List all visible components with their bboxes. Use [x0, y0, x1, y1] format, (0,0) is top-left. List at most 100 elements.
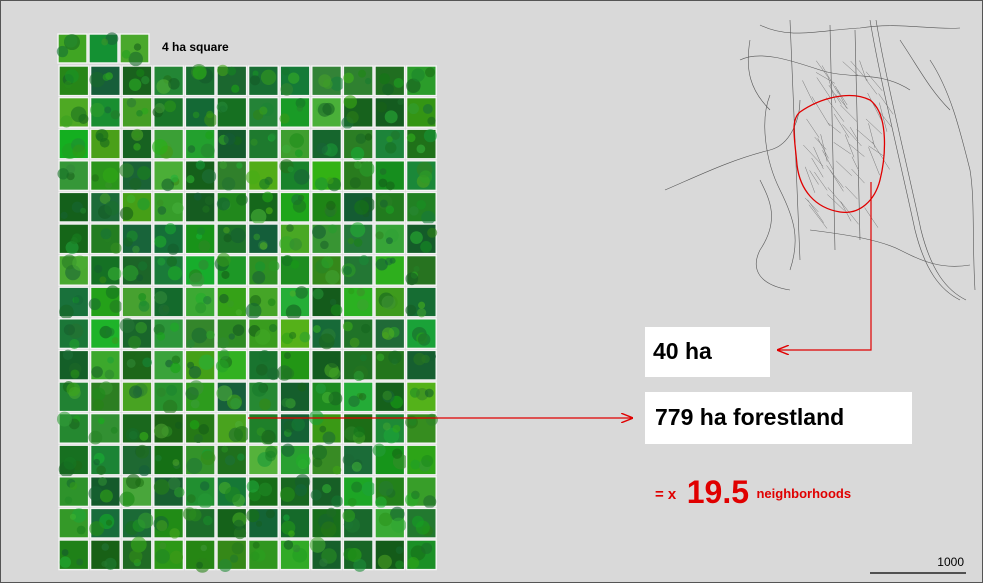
canopy [230, 554, 238, 562]
canopy [186, 458, 202, 474]
canopy [139, 432, 148, 441]
canopy [123, 265, 139, 281]
canopy [92, 174, 99, 181]
canopy [261, 70, 276, 85]
canopy [73, 295, 83, 305]
canopy [378, 481, 393, 496]
canopy [313, 458, 323, 468]
canopy [221, 446, 228, 453]
canopy [133, 131, 140, 138]
canopy [284, 540, 294, 550]
canopy [259, 350, 271, 362]
canopy [98, 418, 104, 424]
canopy [168, 78, 180, 90]
canopy [220, 105, 227, 112]
canopy [286, 224, 294, 232]
canopy [198, 260, 208, 270]
legend-squares [57, 32, 149, 66]
canopy [57, 412, 72, 427]
canopy [293, 199, 306, 212]
canopy [288, 166, 294, 172]
canopy [101, 561, 107, 567]
canopy [152, 139, 168, 155]
canopy [227, 67, 236, 76]
canopy [155, 103, 165, 113]
canopy [269, 324, 277, 332]
canopy [200, 481, 209, 490]
canopy [119, 492, 134, 507]
canopy [282, 145, 291, 154]
canopy [60, 557, 71, 568]
canopy [230, 228, 245, 243]
canopy [122, 50, 131, 59]
canopy [218, 337, 229, 348]
canopy [311, 490, 322, 501]
canopy [159, 542, 166, 549]
canopy [167, 244, 178, 255]
canopy [206, 111, 213, 118]
canopy [356, 133, 366, 143]
canopy [352, 462, 362, 472]
canopy [343, 454, 355, 466]
canopy [163, 305, 170, 312]
canopy [253, 234, 260, 241]
canopy [290, 290, 296, 296]
canopy [106, 285, 120, 299]
canopy [266, 207, 273, 214]
canopy [310, 537, 326, 553]
canopy [89, 521, 104, 536]
canopy [296, 454, 311, 469]
canopy [346, 111, 358, 123]
canopy [236, 309, 242, 315]
canopy [135, 445, 149, 459]
canopy [201, 144, 215, 158]
canopy [119, 163, 134, 178]
canopy [256, 364, 268, 376]
canopy [62, 549, 69, 556]
canopy [91, 366, 103, 378]
canopy [297, 105, 303, 111]
canopy [112, 337, 119, 344]
canopy [330, 299, 337, 306]
canopy [354, 371, 364, 381]
canopy [99, 276, 106, 283]
canopy [195, 302, 206, 313]
canopy [354, 238, 363, 247]
canopy [246, 303, 262, 319]
canopy [295, 286, 308, 299]
canopy [64, 324, 75, 335]
canopy [315, 177, 328, 190]
canopy [246, 170, 260, 184]
canopy [110, 243, 121, 254]
canopy [136, 274, 143, 281]
canopy [350, 222, 365, 237]
canopy [64, 34, 77, 47]
canopy [420, 241, 432, 253]
canopy [170, 322, 179, 331]
canopy [383, 423, 391, 431]
canopy [261, 430, 275, 444]
canopy [359, 255, 369, 265]
canopy [129, 52, 143, 66]
canopy [258, 483, 272, 497]
canopy [250, 75, 260, 85]
canopy [417, 144, 426, 153]
canopy [101, 228, 112, 239]
canopy [187, 494, 196, 503]
canopy [197, 227, 205, 235]
canopy [354, 200, 369, 215]
canopy [120, 318, 135, 333]
canopy [110, 300, 123, 313]
canopy [89, 298, 101, 310]
canopy [344, 95, 357, 108]
canopy [154, 236, 166, 248]
canopy [359, 161, 374, 176]
canopy [155, 549, 170, 564]
canopy [89, 72, 105, 88]
canopy [255, 261, 265, 271]
canopy [72, 145, 85, 158]
canopy [205, 196, 214, 205]
canopy [358, 70, 366, 78]
canopy [288, 530, 295, 537]
canopy [300, 332, 311, 343]
